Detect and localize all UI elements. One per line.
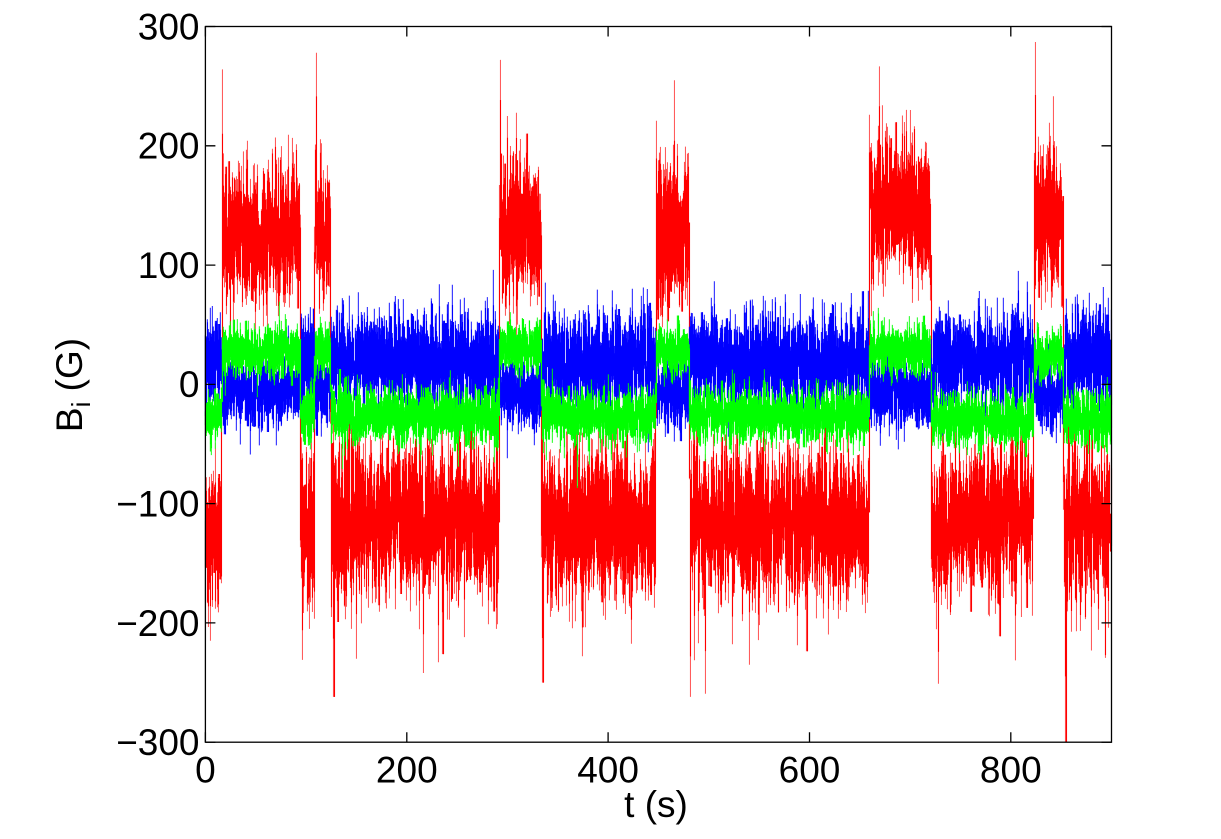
svg-text:−200: −200 (116, 603, 199, 644)
svg-text:800: 800 (980, 750, 1042, 791)
svg-text:200: 200 (376, 750, 438, 791)
svg-text:t (s): t (s) (624, 784, 688, 825)
svg-text:300: 300 (138, 6, 200, 47)
svg-text:100: 100 (138, 245, 200, 286)
svg-text:Bi (G): Bi (G) (49, 338, 96, 432)
svg-text:−300: −300 (116, 722, 199, 763)
svg-text:200: 200 (138, 126, 200, 167)
svg-text:600: 600 (779, 750, 841, 791)
svg-text:400: 400 (577, 750, 639, 791)
svg-text:−100: −100 (116, 484, 199, 525)
svg-text:0: 0 (179, 364, 200, 405)
svg-text:0: 0 (195, 750, 216, 791)
